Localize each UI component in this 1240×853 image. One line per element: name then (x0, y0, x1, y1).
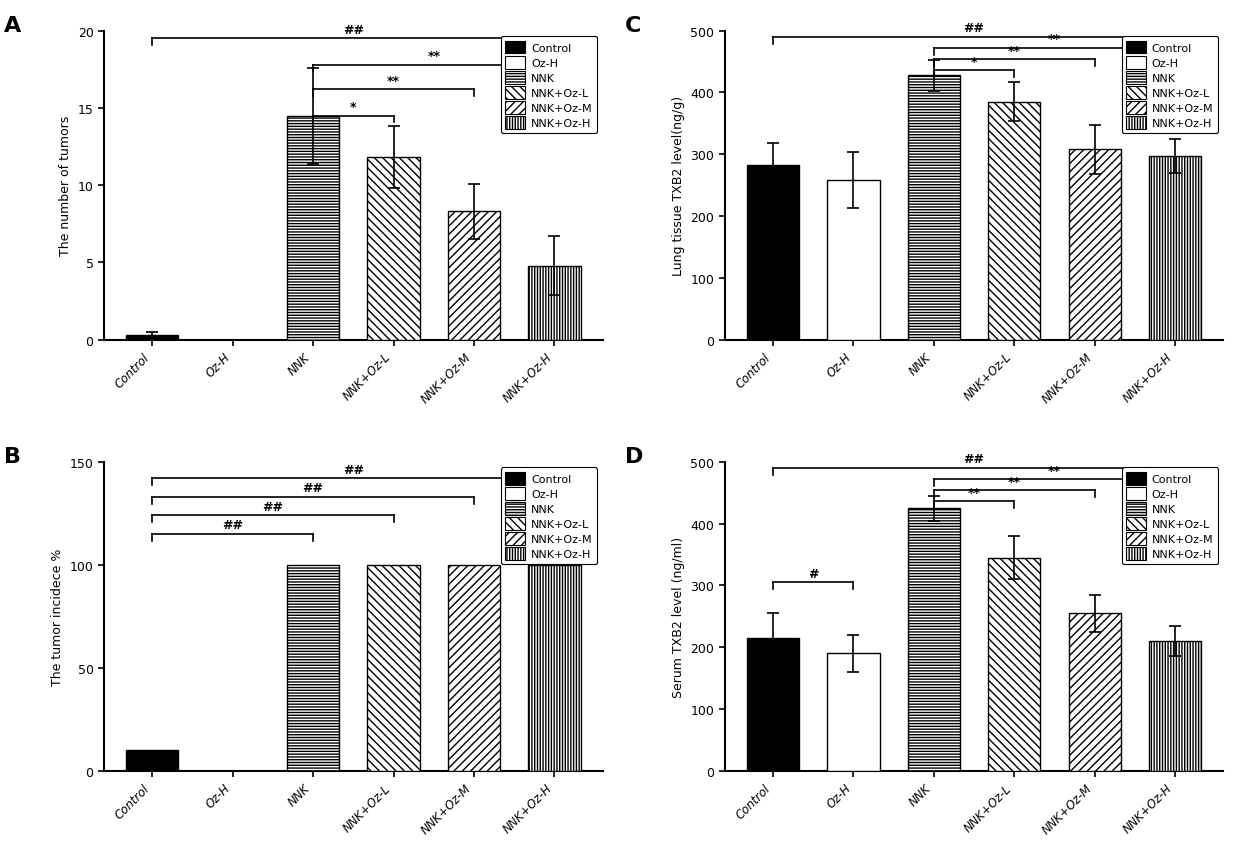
Bar (528, 566, 580, 771)
Legend: Control, Oz-H, NNK, NNK+Oz-L, NNK+Oz-M, NNK+Oz-H: Control, Oz-H, NNK, NNK+Oz-L, NNK+Oz-M, … (501, 38, 598, 134)
Bar (126, 751, 179, 771)
Text: ##: ## (263, 501, 284, 514)
Text: **: ** (1048, 33, 1061, 46)
Bar (1069, 150, 1121, 340)
Text: ##: ## (963, 22, 985, 35)
Y-axis label: Lung tissue TXB2 level(ng/g): Lung tissue TXB2 level(ng/g) (672, 96, 684, 276)
Bar (1149, 157, 1202, 340)
Bar (827, 181, 879, 340)
Bar (286, 117, 340, 340)
Bar (448, 212, 500, 340)
Bar (126, 335, 179, 340)
Text: B: B (4, 447, 21, 467)
Text: A: A (4, 16, 21, 36)
Text: C: C (625, 16, 641, 36)
Text: ##: ## (303, 482, 324, 495)
Text: **: ** (1048, 464, 1061, 477)
Bar (746, 165, 799, 340)
Bar (367, 566, 419, 771)
Bar (1069, 613, 1121, 771)
Text: #: # (808, 567, 818, 580)
Text: *: * (350, 101, 357, 114)
Bar (528, 266, 580, 340)
Text: *: * (971, 55, 977, 68)
Text: ##: ## (342, 463, 363, 476)
Text: **: ** (1008, 475, 1021, 488)
Text: **: ** (428, 50, 440, 63)
Text: **: ** (967, 486, 981, 499)
Bar (908, 508, 960, 771)
Bar (746, 638, 799, 771)
Y-axis label: The tumor incidece %: The tumor incidece % (51, 548, 64, 685)
Bar (988, 102, 1040, 340)
Text: ##: ## (963, 453, 985, 466)
Text: **: ** (1008, 44, 1021, 57)
Bar (286, 566, 340, 771)
Text: ##: ## (222, 519, 243, 531)
Bar (448, 566, 500, 771)
Text: **: ** (387, 75, 401, 88)
Legend: Control, Oz-H, NNK, NNK+Oz-L, NNK+Oz-M, NNK+Oz-H: Control, Oz-H, NNK, NNK+Oz-L, NNK+Oz-M, … (501, 467, 598, 565)
Y-axis label: The number of tumors: The number of tumors (60, 116, 72, 256)
Bar (1149, 641, 1202, 771)
Y-axis label: Serum TXB2 level (ng/ml): Serum TXB2 level (ng/ml) (672, 537, 684, 697)
Bar (988, 558, 1040, 771)
Legend: Control, Oz-H, NNK, NNK+Oz-L, NNK+Oz-M, NNK+Oz-H: Control, Oz-H, NNK, NNK+Oz-L, NNK+Oz-M, … (1122, 38, 1218, 134)
Bar (367, 158, 419, 340)
Bar (827, 653, 879, 771)
Bar (908, 76, 960, 340)
Legend: Control, Oz-H, NNK, NNK+Oz-L, NNK+Oz-M, NNK+Oz-H: Control, Oz-H, NNK, NNK+Oz-L, NNK+Oz-M, … (1122, 467, 1218, 565)
Text: ##: ## (342, 24, 363, 37)
Text: D: D (625, 447, 644, 467)
